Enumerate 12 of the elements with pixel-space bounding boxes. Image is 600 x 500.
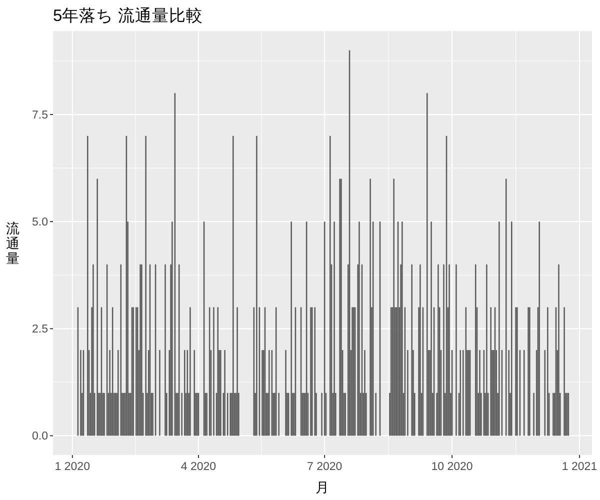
x-tick-label: 4 2020 (180, 461, 216, 473)
x-axis-title: 月 (316, 480, 330, 495)
y-tick-label: 0.0 (32, 430, 48, 443)
y-tick-label: 5.0 (32, 216, 48, 229)
y-tick-label: 2.5 (32, 324, 48, 336)
chart-title: 5年落ち 流通量比較 (53, 6, 203, 25)
x-tick-label: 10 2020 (431, 461, 473, 473)
x-tick-label: 1 2021 (562, 461, 598, 473)
y-axis-title: 流通量 (6, 221, 20, 266)
y-tick-label: 7.5 (32, 110, 48, 122)
x-tick-label: 7 2020 (306, 461, 342, 473)
x-tick-label: 1 2020 (54, 461, 90, 473)
